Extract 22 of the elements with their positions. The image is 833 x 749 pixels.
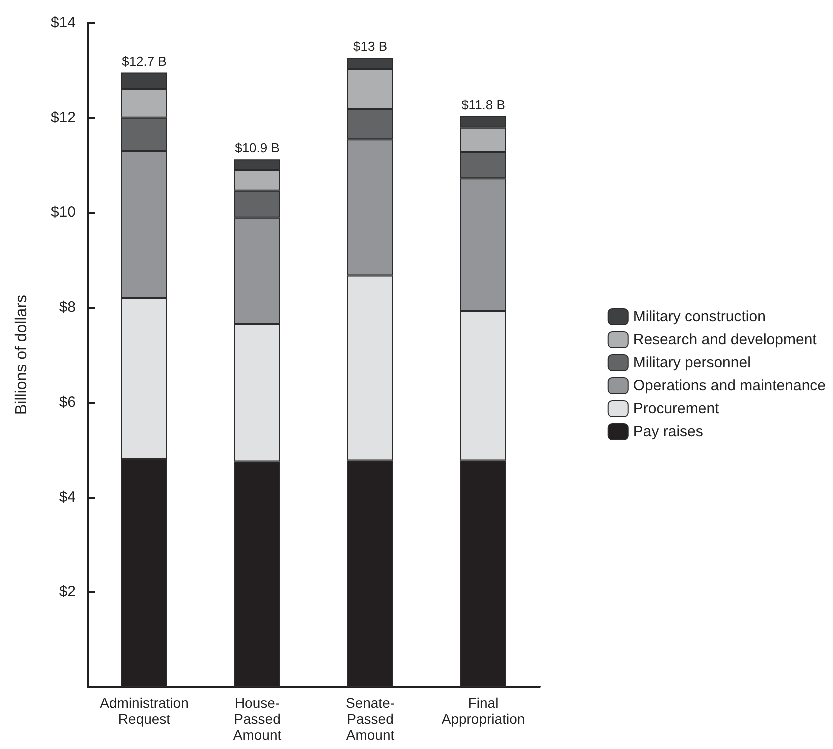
x-tick-label: Senate-Passed Amount [346,695,396,743]
y-tick-label: $4 [59,488,76,506]
total-label: $11.8 B [462,97,506,112]
legend-label: Military construction [633,308,766,326]
legend-label: Operations and maintenance [633,378,826,394]
y-axis-title: Billions of dollars [14,294,30,416]
y-tick-label: $2 [59,584,76,601]
legend-label: Procurement [633,400,720,418]
legend-label: Military personnel [633,354,751,372]
y-tick-label: $8 [59,299,76,316]
legend-label: Research and development [633,332,818,348]
x-tick-label: Administration Request [100,695,189,727]
legend-label: Pay raises [633,424,704,440]
y-tick-label: $14 [50,14,76,32]
x-tick-label: House-Passed Amount [233,695,282,743]
y-tick-label: $12 [50,109,76,126]
total-label: $10.9 B [235,140,280,156]
total-label: $13 B [354,39,388,54]
x-tick-label: Final Appropriation [442,695,526,727]
y-tick-label: $10 [50,204,76,222]
y-tick-label: $6 [59,394,76,411]
total-label: $12.7 B [122,54,167,69]
